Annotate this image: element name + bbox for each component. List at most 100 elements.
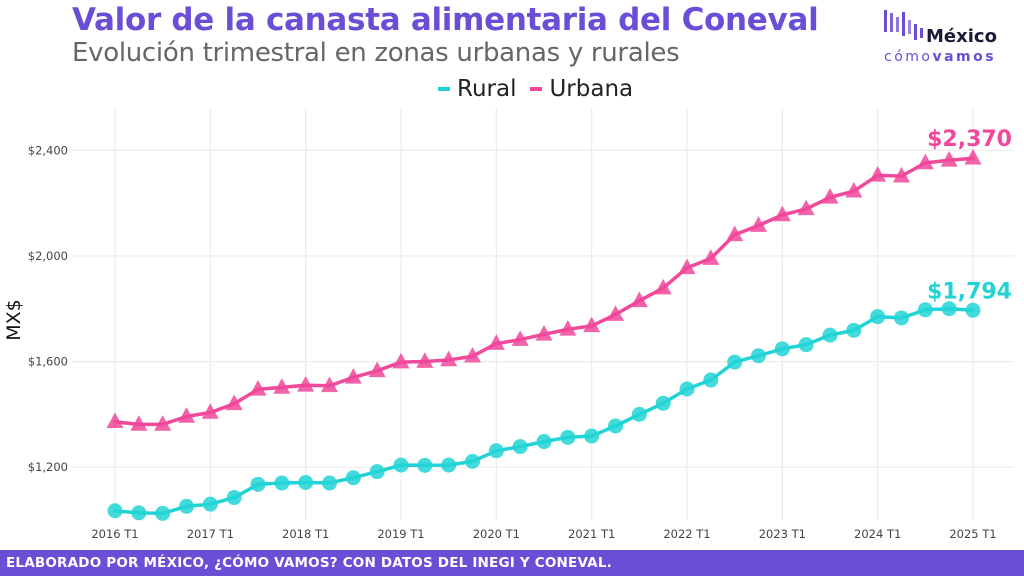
- data-point-rural: [941, 301, 957, 317]
- data-point-rural: [822, 327, 838, 343]
- data-point-urbana: [869, 166, 887, 182]
- data-point-rural: [774, 341, 790, 357]
- data-point-rural: [703, 372, 719, 388]
- data-point-rural: [226, 490, 242, 506]
- data-point-rural: [894, 310, 909, 326]
- logo-text-mexico: México: [926, 26, 997, 47]
- legend-label-urbana: Urbana: [549, 76, 634, 102]
- data-point-urbana: [773, 205, 791, 222]
- legend-item-urbana: Urbana: [530, 76, 633, 102]
- logo-text-como-vamos: cómovamos: [884, 49, 996, 65]
- data-point-rural: [155, 505, 171, 521]
- data-point-urbana: [201, 403, 219, 419]
- x-tick-label: 2023 T1: [759, 527, 806, 541]
- data-point-rural: [488, 443, 504, 459]
- data-point-urbana: [344, 368, 362, 384]
- data-point-urbana: [630, 291, 648, 308]
- line-chart: $1,200 $1,600 $2,000 $2,400 2016 T1 2017 T1 20…: [3, 108, 1014, 541]
- data-point-urbana: [654, 278, 672, 295]
- data-point-rural: [512, 439, 528, 455]
- data-point-rural: [131, 505, 147, 521]
- data-point-urbana: [797, 199, 815, 216]
- data-point-urbana: [368, 361, 386, 378]
- x-tick-label: 2017 T1: [187, 527, 234, 541]
- data-point-urbana: [273, 378, 291, 394]
- data-point-urbana: [321, 376, 338, 393]
- x-tick-label: 2024 T1: [854, 527, 901, 541]
- legend-label-rural: Rural: [457, 76, 517, 102]
- legend-swatch-urbana: [530, 87, 543, 91]
- x-tick-label: 2025 T1: [949, 527, 996, 541]
- data-point-rural: [465, 453, 480, 469]
- data-point-urbana: [464, 346, 481, 363]
- data-point-urbana: [106, 412, 124, 429]
- legend-swatch-rural: [438, 87, 450, 91]
- data-point-urbana: [511, 330, 529, 346]
- data-point-rural: [679, 381, 695, 397]
- data-point-rural: [250, 476, 266, 492]
- data-point-rural: [917, 302, 933, 318]
- y-axis-title: MX$: [3, 299, 25, 341]
- logo-text-vamos: vamos: [932, 49, 997, 65]
- data-point-urbana: [964, 148, 982, 165]
- data-point-urbana: [559, 320, 577, 336]
- data-point-urbana: [130, 415, 148, 431]
- data-point-urbana: [440, 350, 458, 367]
- data-point-urbana: [821, 187, 839, 204]
- data-point-urbana: [940, 150, 958, 167]
- data-point-urbana: [297, 376, 315, 392]
- data-point-urbana: [535, 325, 553, 341]
- data-point-urbana: [392, 352, 410, 369]
- data-point-rural: [417, 457, 433, 473]
- data-point-urbana: [178, 407, 195, 423]
- data-point-rural: [369, 464, 385, 480]
- x-tick-label: 2020 T1: [473, 527, 520, 541]
- data-point-rural: [107, 503, 123, 519]
- data-point-rural: [298, 474, 314, 490]
- data-point-rural: [798, 337, 814, 353]
- data-point-urbana: [845, 181, 863, 198]
- logo-text-como: cómo: [884, 49, 933, 65]
- data-point-urbana: [154, 415, 172, 431]
- data-point-rural: [345, 470, 361, 486]
- legend-item-rural: Rural: [438, 76, 516, 102]
- data-point-urbana: [726, 225, 744, 242]
- mexico-como-vamos-logo: México cómovamos: [880, 6, 1010, 70]
- chart-legend: Rural Urbana: [438, 74, 647, 104]
- data-point-rural: [727, 354, 743, 370]
- end-value-label-urbana: $2,370: [927, 127, 1012, 152]
- data-point-urbana: [916, 153, 934, 170]
- end-value-label-rural: $1,794: [927, 279, 1012, 304]
- data-point-rural: [631, 406, 647, 422]
- x-tick-label: 2022 T1: [663, 527, 710, 541]
- data-point-rural: [202, 496, 218, 512]
- data-point-rural: [655, 395, 671, 411]
- x-tick-label: 2016 T1: [91, 527, 138, 541]
- y-tick-label: $2,000: [28, 249, 68, 263]
- page-title: Valor de la canasta alimentaria del Cone…: [72, 2, 819, 38]
- data-point-rural: [322, 475, 337, 491]
- data-point-urbana: [249, 379, 267, 396]
- data-point-rural: [751, 348, 766, 364]
- data-point-urbana: [702, 249, 720, 265]
- data-point-rural: [393, 457, 409, 473]
- x-tick-label: 2019 T1: [377, 527, 424, 541]
- data-point-rural: [179, 498, 194, 514]
- data-point-urbana: [750, 216, 767, 232]
- data-point-urbana: [416, 352, 434, 368]
- y-tick-label: $1,600: [28, 355, 68, 369]
- page-subtitle: Evolución trimestral en zonas urbanas y …: [72, 38, 680, 68]
- data-point-urbana: [678, 258, 696, 275]
- footer-credit: ELABORADO POR MÉXICO, ¿CÓMO VAMOS? CON D…: [0, 550, 1024, 576]
- data-point-rural: [441, 457, 457, 473]
- data-point-rural: [846, 322, 862, 338]
- data-point-rural: [560, 429, 576, 445]
- bars-icon: [884, 10, 923, 40]
- x-tick-label: 2021 T1: [568, 527, 615, 541]
- data-point-rural: [274, 475, 290, 491]
- data-point-urbana: [583, 316, 601, 333]
- y-tick-label: $1,200: [28, 460, 68, 474]
- y-tick-label: $2,400: [28, 143, 68, 157]
- series-line-urbana: [113, 156, 975, 427]
- data-point-urbana: [893, 166, 910, 183]
